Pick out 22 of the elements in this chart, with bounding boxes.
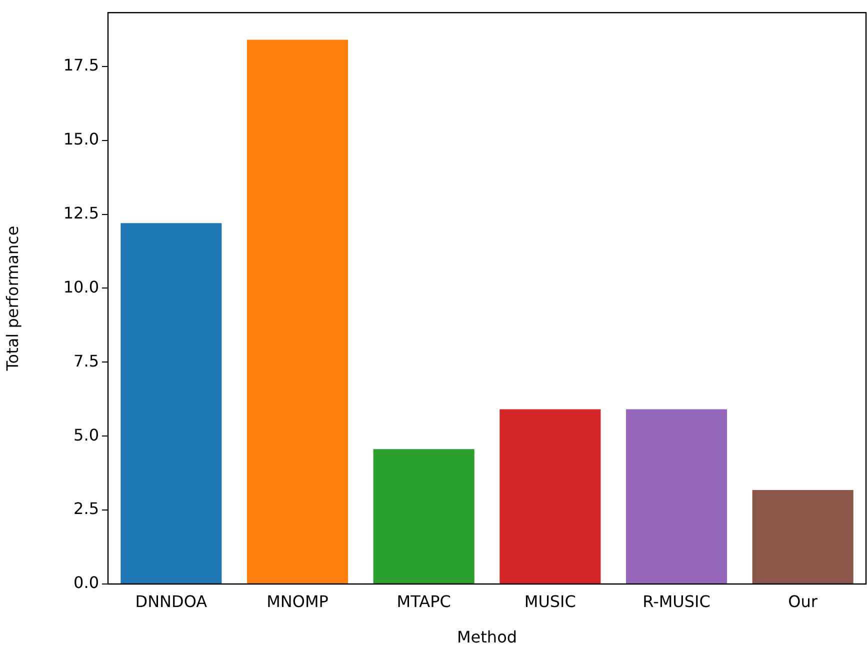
x-tick-label: MTAPC	[396, 592, 451, 611]
bar	[626, 409, 728, 584]
x-tick-label: R-MUSIC	[642, 592, 710, 611]
x-tick-label: DNNDOA	[135, 592, 208, 611]
y-tick-label: 5.0	[74, 425, 99, 444]
y-tick-label: 10.0	[63, 277, 99, 296]
y-axis-title: Total performance	[2, 226, 22, 372]
y-tick-label: 7.5	[74, 351, 99, 370]
bar	[752, 490, 854, 584]
bar	[120, 223, 222, 584]
bar	[246, 40, 348, 584]
y-tick-label: 0.0	[74, 573, 99, 592]
x-axis-title: Method	[456, 628, 518, 647]
x-tick-label: MNOMP	[266, 592, 329, 611]
bar	[373, 449, 474, 584]
y-tick-label: 12.5	[63, 203, 99, 222]
y-tick-label: 2.5	[74, 499, 99, 518]
bar	[500, 409, 601, 584]
x-tick-label: Our	[788, 592, 818, 611]
y-tick-label: 17.5	[63, 56, 99, 75]
y-tick-label: 15.0	[63, 130, 99, 149]
x-tick-label: MUSIC	[524, 592, 576, 611]
